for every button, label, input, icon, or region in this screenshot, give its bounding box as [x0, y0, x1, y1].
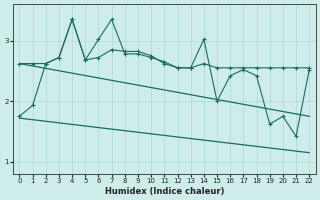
X-axis label: Humidex (Indice chaleur): Humidex (Indice chaleur) [105, 187, 224, 196]
